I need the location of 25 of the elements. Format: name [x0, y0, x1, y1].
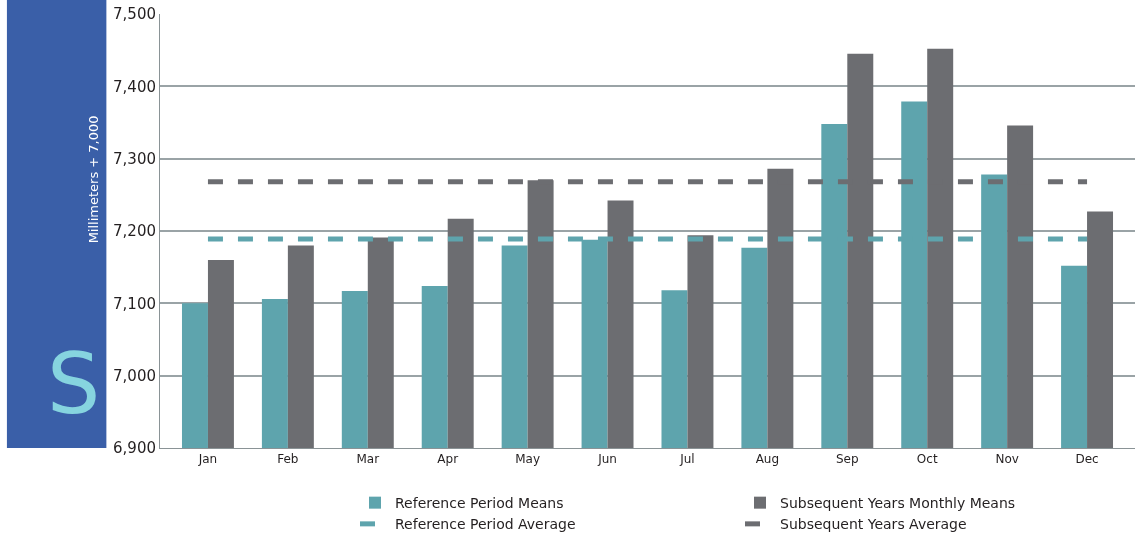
legend-label: Reference Period Average	[395, 516, 576, 533]
y-tick-label: 7,200	[113, 222, 156, 241]
legend-label: Subsequent Years Monthly Means	[780, 495, 1016, 512]
y-tick-label: 7,400	[113, 77, 156, 96]
x-tick-label: Dec	[1075, 452, 1099, 467]
y-tick-label: 7,100	[113, 294, 156, 313]
x-tick-label: Feb	[277, 452, 299, 467]
x-tick-label: Jun	[597, 452, 617, 467]
y-tick-label: 7,300	[113, 149, 156, 168]
legend-label: Subsequent Years Average	[780, 516, 967, 533]
text: S	[47, 335, 101, 433]
x-tick-label: May	[515, 452, 541, 467]
y-tick-label: 7,500	[113, 5, 156, 24]
legend-label: Reference Period Means	[395, 495, 564, 512]
x-tick-label: Oct	[916, 452, 938, 467]
x-tick-label: Mar	[356, 452, 380, 467]
x-tick-label: Nov	[995, 452, 1019, 467]
y-tick-label: 6,900	[113, 439, 156, 458]
x-tick-label: Apr	[437, 452, 459, 467]
y-tick-label: 7,000	[113, 366, 156, 385]
x-tick-label: Sep	[835, 452, 859, 467]
x-tick-label: Jul	[679, 452, 695, 467]
y-axis-title: Millimeters + 7,000	[85, 115, 101, 244]
x-tick-label: Jan	[197, 452, 218, 467]
x-tick-label: Aug	[755, 452, 780, 467]
